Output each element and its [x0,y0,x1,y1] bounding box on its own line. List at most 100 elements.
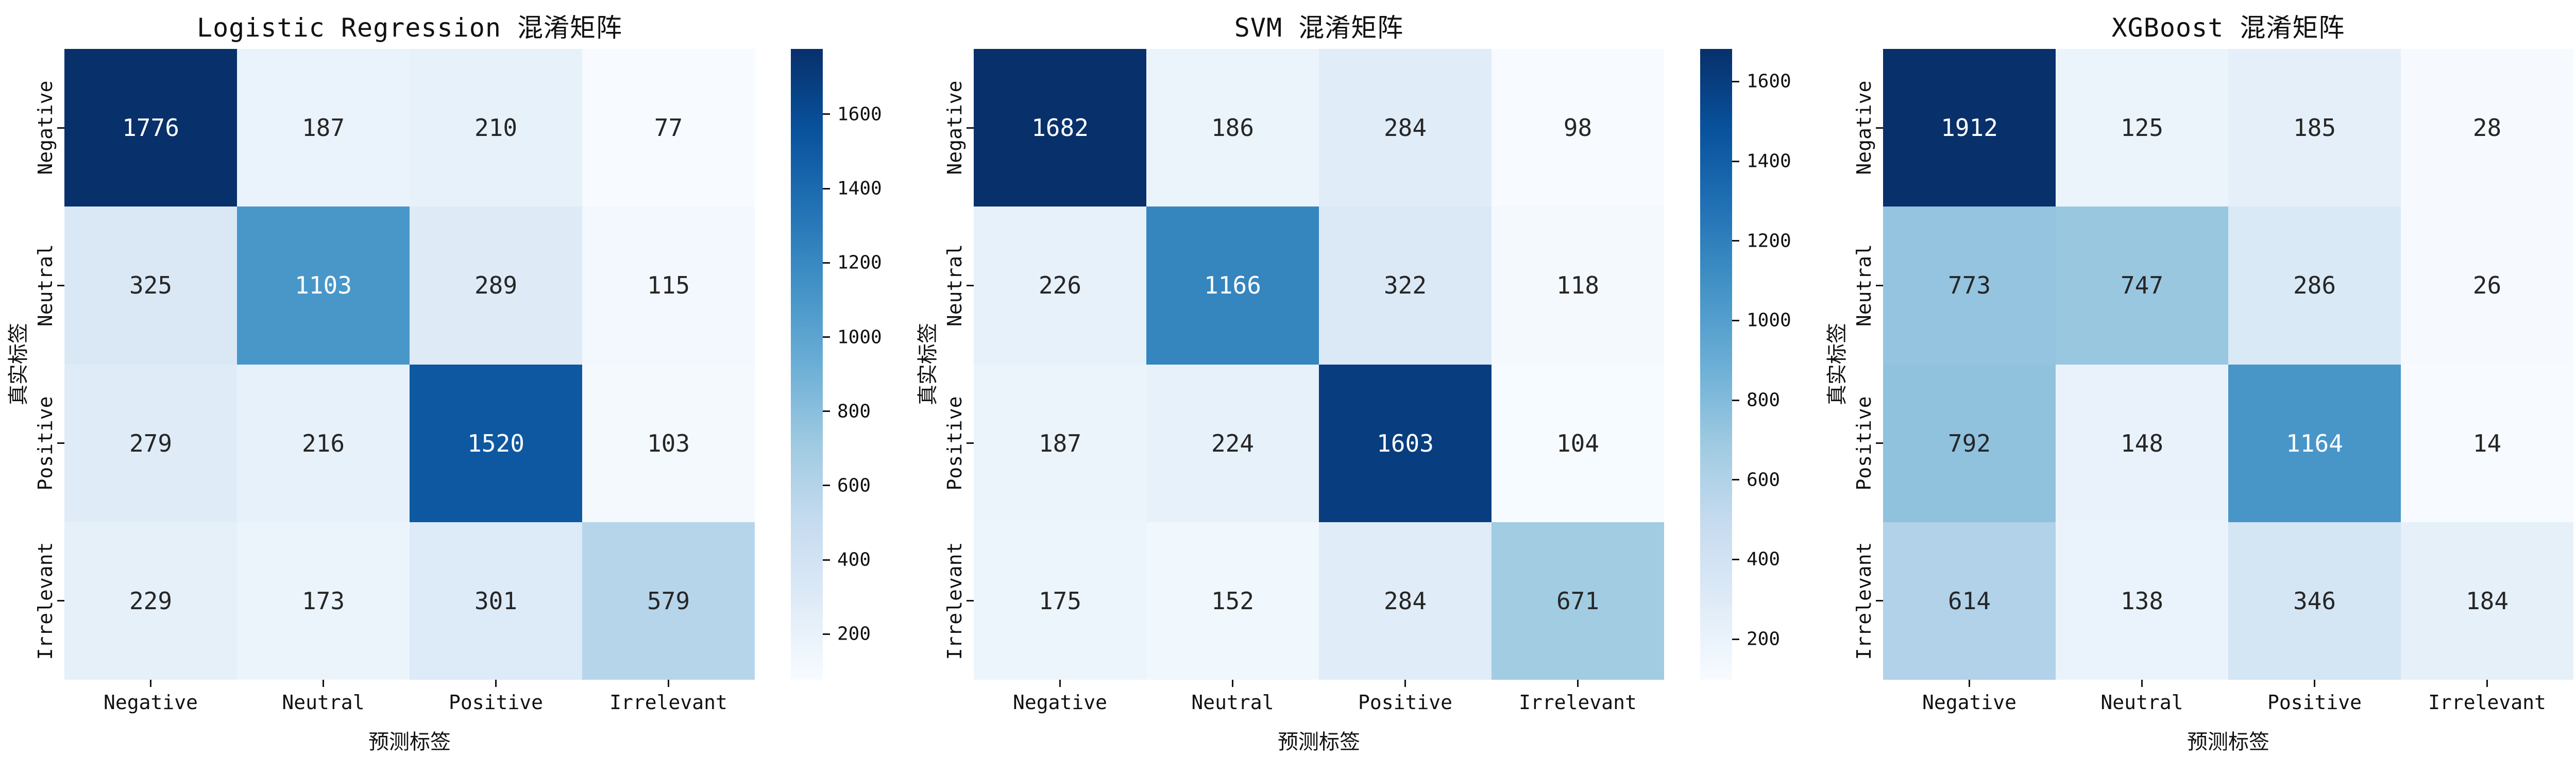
heatmap-cell: 1776 [64,49,237,207]
x-tick-label: Positive [448,691,544,714]
colorbar-tick-mark [823,113,830,115]
y-tick-label: Irrelevant [34,542,57,660]
colorbar [791,49,823,680]
y-axis-label: 真实标签 [916,323,940,405]
heatmap-cell: 301 [410,522,582,680]
x-tick-label: Neutral [282,691,365,714]
x-tick-mark [1404,680,1406,687]
heatmap-cell: 186 [1146,49,1319,207]
heatmap-cell: 322 [1319,207,1492,365]
x-tick-label: Irrelevant [2428,691,2546,714]
heatmap-cell: 1520 [410,364,582,522]
colorbar-tick-mark [1732,638,1739,640]
x-tick-mark [2141,680,2143,687]
heatmap-cell: 184 [2401,522,2573,680]
colorbar-tick-mark [1732,399,1739,401]
colorbar-tick-label: 1200 [837,252,882,273]
colorbar-tick-mark [823,410,830,412]
colorbar-tick-mark [823,336,830,338]
chart-title: Logistic Regression 混淆矩阵 [196,13,623,43]
heatmap-cell: 216 [237,364,410,522]
y-axis-label: 真实标签 [7,323,30,405]
y-tick-label: Neutral [943,244,966,327]
y-tick-mark [1876,442,1883,444]
heatmap-cell: 175 [974,522,1146,680]
heatmap-cell: 138 [2056,522,2228,680]
heatmap-cell: 173 [237,522,410,680]
heatmap-cell: 1912 [1883,49,2056,207]
x-tick-mark [1577,680,1579,687]
y-tick-mark [967,600,974,602]
colorbar-tick-label: 200 [837,623,871,645]
heatmap-cell: 286 [2228,207,2401,365]
y-tick-mark [1876,284,1883,286]
x-tick-label: Negative [1922,691,2017,714]
colorbar-tick-label: 400 [837,549,871,571]
colorbar-tick-mark [823,262,830,264]
y-tick-mark [967,127,974,129]
heatmap-cell: 325 [64,207,237,365]
x-tick-label: Negative [103,691,198,714]
y-tick-mark [1876,600,1883,602]
x-axis-label: 预测标签 [2187,730,2269,754]
panel-svm: SVM 混淆矩阵 真实标签 1682 186 284 98 226 1166 322 118 1… [909,0,1819,757]
heatmap-grid: 1682 186 284 98 226 1166 322 118 187 224 1603 104 17… [974,49,1664,680]
x-axis-label: 预测标签 [368,730,451,754]
y-tick-label: Neutral [34,244,57,327]
x-tick-label: Neutral [1191,691,1274,714]
colorbar-tick-label: 1400 [837,178,882,199]
y-tick-mark [967,284,974,286]
heatmap-cell: 103 [582,364,755,522]
heatmap-cell: 284 [1319,522,1492,680]
y-tick-label: Negative [34,80,57,175]
heatmap-cell: 579 [582,522,755,680]
colorbar-tick-mark [1732,319,1739,321]
heatmap-cell: 747 [2056,207,2228,365]
colorbar-tick-label: 1600 [1747,71,1791,92]
colorbar-tick-mark [1732,160,1739,162]
colorbar-tick-label: 1000 [1747,309,1791,331]
colorbar-tick-label: 400 [1747,548,1781,570]
heatmap-cell: 152 [1146,522,1319,680]
heatmap-cell: 224 [1146,364,1319,522]
panel-xgboost: XGBoost 混淆矩阵 真实标签 1912 125 185 28 773 747 286 2… [1819,0,2576,757]
colorbar-tick-mark [1732,558,1739,560]
heatmap-cell: 26 [2401,207,2573,365]
heatmap-cell: 187 [237,49,410,207]
y-tick-mark [57,284,64,286]
y-tick-mark [57,442,64,444]
x-tick-mark [2486,680,2488,687]
colorbar-tick-label: 800 [1747,389,1781,411]
heatmap-cell: 279 [64,364,237,522]
heatmap-cell: 1603 [1319,364,1492,522]
heatmap-grid: 1912 125 185 28 773 747 286 26 792 148 1164 14 614 13… [1883,49,2573,680]
heatmap-cell: 98 [1492,49,1664,207]
y-tick-mark [1876,127,1883,129]
colorbar-tick-label: 1000 [837,326,882,348]
x-tick-mark [150,680,151,687]
y-tick-mark [967,442,974,444]
y-tick-label: Irrelevant [1853,542,1875,660]
x-tick-mark [1969,680,1970,687]
y-tick-label: Neutral [1853,244,1875,327]
colorbar [1700,49,1732,680]
colorbar-tick-mark [823,633,830,635]
y-tick-label: Negative [943,80,966,175]
heatmap-cell: 115 [582,207,755,365]
colorbar-tick-mark [1732,240,1739,242]
heatmap-cell: 77 [582,49,755,207]
heatmap-cell: 148 [2056,364,2228,522]
chart-title: SVM 混淆矩阵 [1234,13,1404,43]
heatmap-cell: 284 [1319,49,1492,207]
heatmap-cell: 792 [1883,364,2056,522]
y-axis-label: 真实标签 [1825,323,1849,405]
heatmap-cell: 187 [974,364,1146,522]
heatmap-cell: 104 [1492,364,1664,522]
x-tick-mark [1059,680,1061,687]
x-axis-label: 预测标签 [1278,730,1360,754]
colorbar-tick-mark [1732,479,1739,481]
colorbar-tick-label: 1400 [1747,150,1791,172]
x-tick-label: Negative [1012,691,1108,714]
heatmap-cell: 28 [2401,49,2573,207]
